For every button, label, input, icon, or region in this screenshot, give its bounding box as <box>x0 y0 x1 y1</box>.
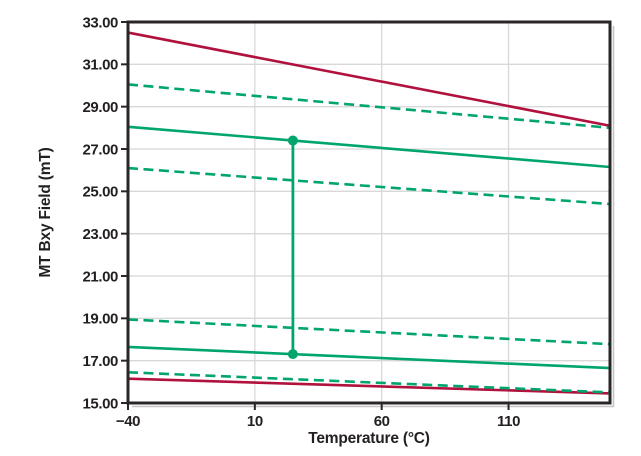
x-tick-label: 110 <box>497 413 520 430</box>
axis-tick-marks <box>121 21 510 410</box>
y-tick-label: 25.00 <box>82 184 118 201</box>
y-tick-label: 15.00 <box>82 395 118 412</box>
y-tick-label: 23.00 <box>82 226 118 243</box>
plot-shadow <box>132 26 615 408</box>
y-axis-title: MT Bxy Field (mT) <box>37 147 54 277</box>
x-axis-title: Temperature (°C) <box>308 430 430 447</box>
y-tick-label: 33.00 <box>82 14 118 31</box>
x-tick-label: −40 <box>116 413 140 430</box>
green-solid-upper-series <box>127 125 611 169</box>
axis-tick-labels: 33.00 31.00 29.00 27.00 25.00 23.00 21.00 19.00… <box>82 14 520 430</box>
y-tick-label: 17.00 <box>82 353 118 370</box>
x-tick-label: 10 <box>247 413 263 430</box>
data-series <box>127 31 611 395</box>
green-dashed-lower-1-series <box>127 318 611 346</box>
green-dashed-lower-2-series <box>127 371 611 394</box>
green-solid-lower-series <box>127 345 611 370</box>
red-solid-lower-series <box>127 377 611 395</box>
red-solid-upper-series <box>127 31 611 127</box>
connector-top-dot <box>287 135 298 146</box>
y-tick-label: 19.00 <box>82 311 118 328</box>
y-tick-label: 21.00 <box>82 268 118 285</box>
x-tick-label: 60 <box>374 413 390 430</box>
plot-border <box>126 20 612 405</box>
green-dashed-upper-2-series <box>127 166 611 206</box>
connector-bottom-dot <box>287 349 298 360</box>
y-tick-label: 31.00 <box>82 57 118 74</box>
range-marker <box>287 135 298 360</box>
y-tick-label: 29.00 <box>82 99 118 116</box>
green-dashed-upper-1-series <box>127 83 611 130</box>
y-tick-label: 27.00 <box>82 141 118 158</box>
